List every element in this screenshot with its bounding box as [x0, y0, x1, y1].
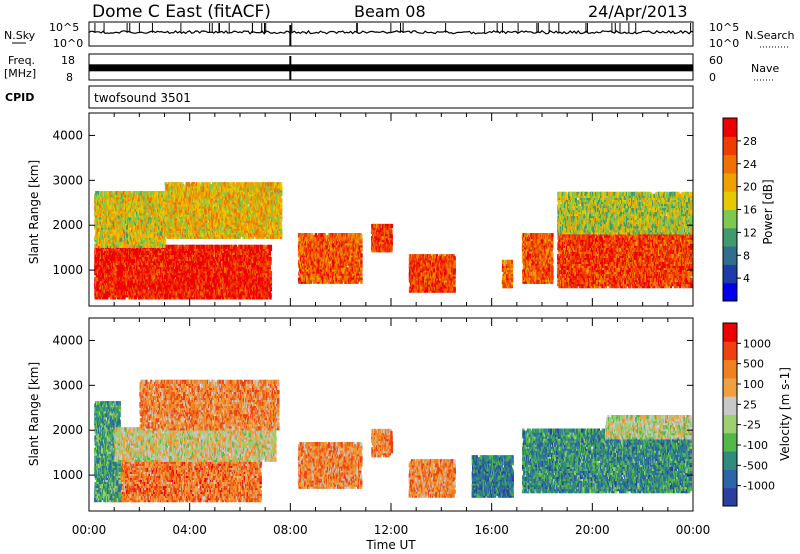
- noise-series: [89, 23, 693, 46]
- beam-title: Beam 08: [354, 2, 426, 21]
- freq-label: Freq.: [8, 54, 35, 67]
- station-title: Dome C East (fitACF): [92, 2, 271, 22]
- mhz-label: [MHz]: [4, 67, 36, 80]
- nave-label: Nave: [751, 62, 779, 75]
- freq-panel: Freq. [MHz] 18 8 60 0 Nave: [4, 54, 779, 84]
- n-search-label: N.Search: [745, 29, 795, 42]
- range-cell: [125, 277, 127, 281]
- n-sky-label: N.Sky: [4, 29, 36, 42]
- noise-left-bottom: 10^0: [53, 37, 83, 50]
- freq-left-bottom: 8: [66, 71, 73, 84]
- noise-right-top: 10^5: [709, 21, 739, 34]
- power-cells: [94, 182, 693, 299]
- cpid-panel: CPID twofsound 3501: [5, 86, 693, 108]
- noise-panel: N.Sky 10^5 10^0 10^5 10^0 N.Search: [4, 21, 795, 50]
- freq-series: [89, 56, 693, 80]
- superdarn-summary-plot: Dome C East (fitACF) Beam 08 24/Apr/2013…: [0, 0, 800, 554]
- nave-right-bottom: 0: [709, 71, 716, 84]
- cpid-program: twofsound 3501: [94, 91, 191, 105]
- cpid-label: CPID: [5, 91, 34, 104]
- freq-band: [89, 64, 693, 71]
- freq-left-top: 18: [61, 54, 75, 67]
- noise-right-bottom: 10^0: [709, 37, 739, 50]
- noise-left-top: 10^5: [49, 21, 79, 34]
- date-title: 24/Apr/2013: [588, 2, 688, 21]
- nave-right-top: 60: [709, 54, 723, 67]
